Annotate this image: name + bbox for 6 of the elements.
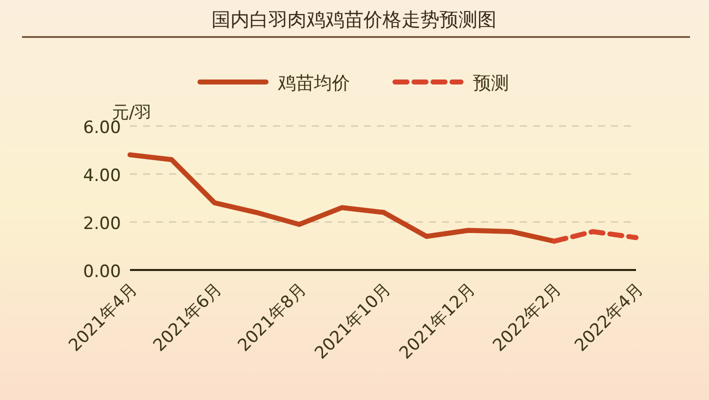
legend-label: 鸡苗均价 bbox=[277, 73, 350, 94]
y-tick-label: 2.00 bbox=[83, 214, 121, 234]
chart-title: 国内白羽肉鸡鸡苗价格走势预测图 bbox=[212, 9, 496, 31]
y-tick-label: 0.00 bbox=[83, 262, 121, 282]
y-tick-label: 4.00 bbox=[83, 166, 121, 186]
legend-label: 预测 bbox=[473, 73, 509, 94]
